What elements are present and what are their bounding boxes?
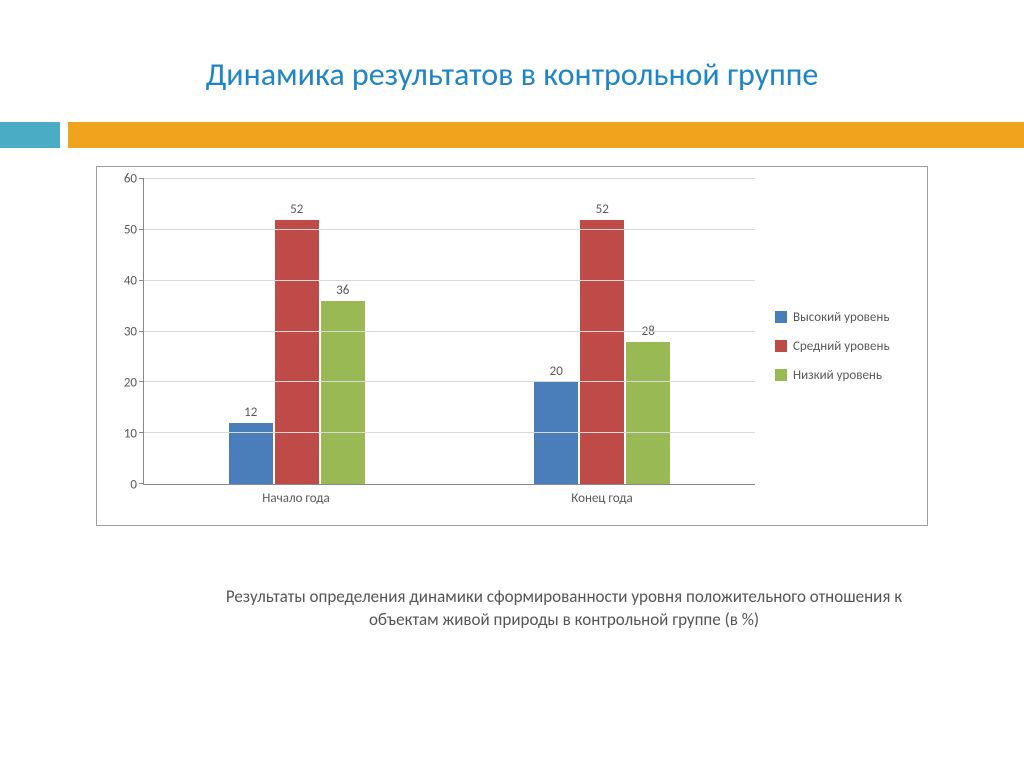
gridline bbox=[144, 229, 755, 230]
y-tick-label: 20 bbox=[124, 376, 137, 391]
gridline bbox=[144, 280, 755, 281]
bar-value-label: 20 bbox=[550, 364, 563, 379]
bar: 36 bbox=[321, 301, 365, 484]
page-title: Динамика результатов в контрольной групп… bbox=[0, 0, 1024, 122]
gridline bbox=[144, 178, 755, 179]
x-category-label: Начало года bbox=[143, 485, 449, 513]
y-tick-label: 60 bbox=[124, 172, 137, 187]
bar: 28 bbox=[626, 342, 670, 484]
decor-stripe-orange bbox=[68, 122, 1024, 148]
decor-stripe-teal bbox=[0, 122, 60, 148]
legend-swatch bbox=[775, 311, 787, 323]
bar: 52 bbox=[580, 220, 624, 484]
legend-item: Высокий уровень bbox=[775, 310, 915, 325]
bar-groups: 125236205228 bbox=[144, 179, 755, 484]
caption: Результаты определения динамики сформиро… bbox=[200, 586, 928, 632]
gridline bbox=[144, 331, 755, 332]
bar: 20 bbox=[534, 382, 578, 484]
bar-value-label: 36 bbox=[336, 283, 349, 298]
legend-swatch bbox=[775, 369, 787, 381]
legend: Высокий уровень Средний уровень Низкий уро… bbox=[755, 179, 915, 513]
bar-value-label: 52 bbox=[596, 202, 609, 217]
y-tick-label: 10 bbox=[124, 427, 137, 442]
x-category-label: Конец года bbox=[449, 485, 755, 513]
gridline bbox=[144, 432, 755, 433]
chart-body: 0102030405060 125236205228 Начало годаКо… bbox=[109, 179, 755, 513]
y-tick bbox=[139, 280, 144, 281]
y-tick bbox=[139, 381, 144, 382]
y-tick bbox=[139, 331, 144, 332]
bar: 52 bbox=[275, 220, 319, 484]
plot-wrap: 0102030405060 125236205228 bbox=[109, 179, 755, 485]
y-tick bbox=[139, 229, 144, 230]
x-axis: Начало годаКонец года bbox=[109, 485, 755, 513]
chart-frame: 0102030405060 125236205228 Начало годаКо… bbox=[96, 166, 928, 526]
legend-label: Средний уровень bbox=[793, 339, 890, 354]
bar-group: 205228 bbox=[450, 179, 756, 484]
y-tick bbox=[139, 178, 144, 179]
y-tick bbox=[139, 483, 144, 484]
legend-swatch bbox=[775, 340, 787, 352]
y-tick-label: 0 bbox=[130, 478, 137, 493]
y-tick-label: 50 bbox=[124, 223, 137, 238]
decor-stripe bbox=[0, 122, 1024, 148]
y-axis: 0102030405060 bbox=[109, 179, 143, 485]
legend-label: Высокий уровень bbox=[793, 310, 889, 325]
y-tick bbox=[139, 432, 144, 433]
y-tick-label: 30 bbox=[124, 325, 137, 340]
legend-label: Низкий уровень bbox=[793, 368, 882, 383]
plot-area: 125236205228 bbox=[143, 179, 755, 485]
legend-item: Низкий уровень bbox=[775, 368, 915, 383]
bar-value-label: 52 bbox=[290, 202, 303, 217]
y-tick-label: 40 bbox=[124, 274, 137, 289]
bar-group: 125236 bbox=[144, 179, 450, 484]
bar-value-label: 12 bbox=[244, 405, 257, 420]
legend-item: Средний уровень bbox=[775, 339, 915, 354]
gridline bbox=[144, 381, 755, 382]
